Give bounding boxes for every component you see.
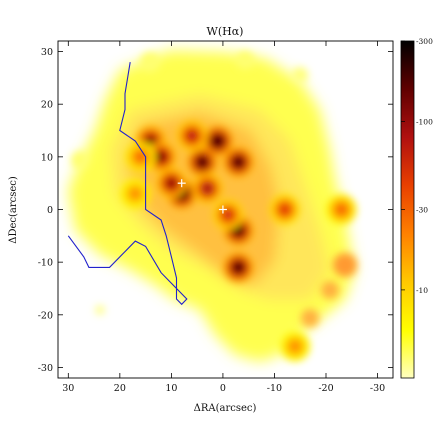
peak-ring	[135, 152, 146, 162]
peak-ring	[146, 136, 156, 146]
peak-ring	[213, 136, 223, 146]
y-tick-label: -10	[38, 258, 53, 269]
emission-peak	[202, 126, 233, 157]
emission-peak	[326, 194, 357, 225]
emission-peak	[223, 252, 254, 283]
peak-ring	[233, 225, 243, 236]
x-tick-label: -20	[318, 383, 333, 394]
x-tick-label: 20	[114, 383, 126, 394]
emission-peak	[146, 141, 177, 172]
x-tick-label: 0	[220, 383, 226, 394]
peak-ring	[202, 183, 213, 194]
markers	[177, 179, 227, 214]
x-tick-label: -10	[267, 383, 282, 394]
colorbar-ticks: -300 -100 -30 -10	[401, 37, 433, 295]
colorbar-tick-label: -300	[416, 37, 433, 46]
peak-ring	[197, 157, 207, 167]
emission-peak	[177, 120, 207, 151]
y-tick-label: -30	[38, 363, 53, 374]
peak-ring	[156, 152, 166, 162]
y-tick-label: 30	[41, 47, 53, 58]
colorbar-tick-label: -10	[416, 286, 428, 295]
emission-edges	[71, 51, 357, 327]
emission-peak	[125, 141, 156, 172]
colorbar-tick-label: -30	[416, 206, 428, 215]
peak-ring	[130, 189, 140, 199]
y-tick-label: 20	[41, 100, 53, 111]
y-tick-label: -20	[38, 310, 53, 321]
x-tick-label: -30	[370, 383, 385, 394]
emission-peak	[187, 147, 218, 178]
x-axis-label: ΔRA(arcsec)	[194, 403, 257, 414]
plus-marker	[218, 205, 227, 214]
colorbar: -300 -100 -30 -10	[400, 37, 433, 379]
emission-peak	[223, 147, 254, 178]
x-axis: 30 20 10 0 -10 -20 -30	[62, 41, 385, 394]
emission-peak	[269, 194, 300, 225]
plus-marker	[177, 179, 186, 188]
colorbar-tick-label: -100	[416, 117, 433, 126]
peak-ring	[233, 157, 243, 167]
y-tick-label: 10	[41, 152, 53, 163]
emission-peak	[213, 199, 244, 230]
peak-ring	[223, 210, 233, 220]
peak-ring	[280, 204, 290, 215]
y-tick-label: 0	[47, 205, 53, 216]
y-axis-label: ΔDec(arcsec)	[8, 176, 19, 244]
x-tick-label: 30	[62, 383, 74, 394]
peak-ring	[187, 131, 197, 141]
chart-title: W(Hα)	[207, 25, 244, 38]
emission-peak	[280, 331, 311, 362]
emission-peak	[192, 173, 223, 204]
peak-ring	[233, 262, 243, 273]
y-axis: 30 20 10 0 -10 -20 -30	[38, 47, 393, 374]
peak-ring	[336, 204, 347, 215]
contour-curve	[67, 62, 188, 306]
peak-ring	[290, 341, 300, 352]
emission-peak	[120, 178, 151, 209]
peak-ring	[166, 178, 176, 188]
x-tick-label: 10	[165, 383, 177, 394]
emission-peak	[156, 168, 187, 199]
plot-area	[67, 50, 357, 362]
